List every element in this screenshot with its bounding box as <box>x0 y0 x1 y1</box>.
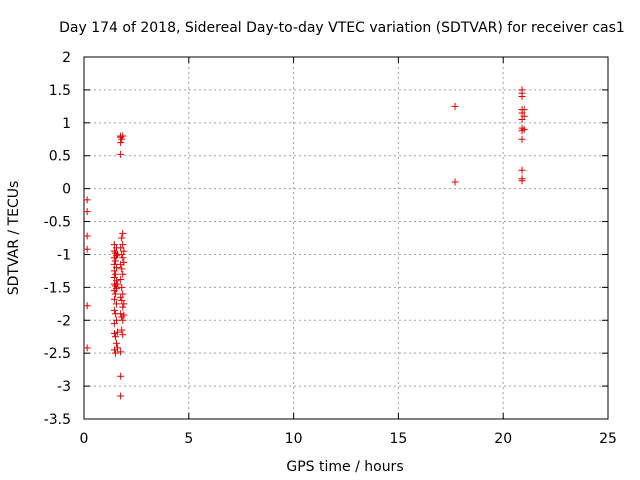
data-point <box>119 254 127 262</box>
data-point <box>112 300 120 308</box>
data-point <box>112 285 120 293</box>
data-point <box>119 303 127 311</box>
data-point <box>120 311 128 319</box>
data-point <box>119 331 127 339</box>
data-point <box>117 150 125 158</box>
y-tick-label: -2 <box>57 313 71 329</box>
data-point <box>520 106 528 114</box>
y-tick-labels: -3.5 -3 -2.5 -2 -1.5 -1 -0.5 0 0.5 1 1.5 2 <box>44 50 71 428</box>
y-tick-label: -0.5 <box>44 215 71 231</box>
data-point <box>110 306 118 314</box>
data-point <box>119 316 127 324</box>
data-point <box>518 135 526 143</box>
data-point <box>520 125 528 133</box>
data-point <box>112 339 120 347</box>
data-point <box>451 102 459 110</box>
data-point <box>118 326 126 334</box>
data-point <box>83 344 91 352</box>
data-point <box>518 92 526 100</box>
data-point <box>451 178 459 186</box>
chart-title: Day 174 of 2018, Sidereal Day-to-day VTE… <box>59 20 625 36</box>
data-point <box>118 234 126 242</box>
y-axis-label: SDTVAR / TECUs <box>6 181 22 296</box>
data-point <box>114 280 122 288</box>
data-point <box>119 132 127 140</box>
data-point <box>83 232 91 240</box>
data-point <box>120 258 128 266</box>
data-point <box>119 290 127 298</box>
data-point <box>111 257 119 265</box>
x-tick-labels: 0 5 10 15 20 25 <box>80 431 617 447</box>
data-point <box>110 295 118 303</box>
y-tick-label: -1 <box>57 247 71 263</box>
y-tick-label: 2 <box>62 50 71 66</box>
data-point <box>112 252 120 260</box>
data-point <box>114 328 122 336</box>
data-point <box>117 372 125 380</box>
data-point <box>118 135 126 143</box>
data-point <box>119 270 127 278</box>
data-point <box>118 283 126 291</box>
data-point <box>117 139 125 147</box>
data-point <box>83 245 91 253</box>
data-point <box>120 300 128 308</box>
data-point <box>117 392 125 400</box>
plot-frame <box>83 56 609 420</box>
y-tick-label: 0.5 <box>49 149 71 165</box>
y-tick-label: -1.5 <box>44 280 71 296</box>
data-point <box>83 196 91 204</box>
data-point <box>111 349 119 357</box>
x-tick-label: 15 <box>389 431 407 447</box>
data-point <box>119 241 127 249</box>
data-point <box>114 344 122 352</box>
y-tick-label: 1 <box>62 116 71 132</box>
data-point <box>120 247 128 255</box>
data-point <box>118 265 126 273</box>
x-tick-label: 0 <box>80 431 89 447</box>
data-point <box>520 112 528 120</box>
data-point <box>117 348 125 356</box>
data-point <box>518 177 526 185</box>
x-tick-label: 20 <box>494 431 512 447</box>
x-axis-label: GPS time / hours <box>286 459 403 475</box>
x-tick-label: 5 <box>184 431 193 447</box>
data-point <box>117 275 125 283</box>
data-point <box>111 333 119 341</box>
data-point <box>110 329 118 337</box>
data-point <box>111 290 119 298</box>
y-tick-label: 1.5 <box>49 83 71 99</box>
data-point <box>112 277 120 285</box>
y-tick-label: 0 <box>62 182 71 198</box>
data-point <box>112 316 120 324</box>
grid-lines <box>84 57 608 419</box>
x-tick-label: 10 <box>285 431 303 447</box>
x-tick-label: 25 <box>599 431 617 447</box>
data-point <box>119 229 127 237</box>
y-tick-label: -2.5 <box>44 346 71 362</box>
data-point <box>83 302 91 310</box>
y-tick-label: -3.5 <box>44 412 71 428</box>
data-point <box>111 270 119 278</box>
data-point <box>112 264 120 272</box>
axis-ticks <box>83 56 609 420</box>
data-point <box>83 208 91 216</box>
data-points <box>83 86 528 400</box>
data-point <box>518 166 526 174</box>
data-point <box>117 310 125 318</box>
y-tick-label: -3 <box>57 379 71 395</box>
